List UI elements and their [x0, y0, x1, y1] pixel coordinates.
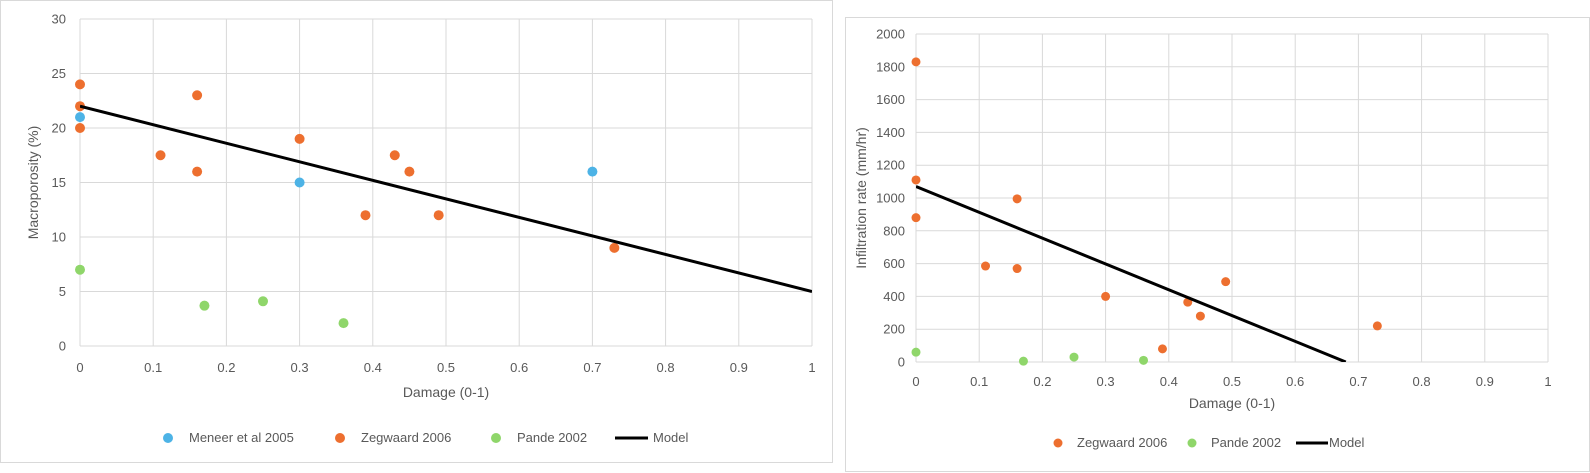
data-point-zegwaard-2006	[911, 175, 921, 185]
x-tick-label: 0.7	[1349, 374, 1367, 389]
y-tick-label: 800	[883, 223, 905, 238]
data-point-zegwaard-2006	[1012, 194, 1022, 204]
x-tick-label: 0.8	[1413, 374, 1431, 389]
data-point-zegwaard-2006	[981, 261, 991, 271]
y-tick-label: 15	[52, 175, 66, 190]
data-point-pande-2002	[199, 300, 210, 311]
series-line-model	[916, 185, 1347, 362]
x-tick-label: 0.6	[510, 360, 528, 375]
x-tick-label: 0.3	[291, 360, 309, 375]
legend-label-pande-2002: Pande 2002	[1211, 435, 1281, 450]
data-point-zegwaard-2006	[609, 242, 620, 253]
data-point-zegwaard-2006	[294, 133, 305, 144]
legend-swatch-pande-2002	[491, 433, 501, 443]
data-point-zegwaard-2006	[911, 57, 921, 67]
x-tick-label: 0.1	[144, 360, 162, 375]
data-point-zegwaard-2006	[404, 166, 415, 177]
y-tick-label: 1200	[876, 158, 905, 173]
legend-label-zegwaard-2006: Zegwaard 2006	[1077, 435, 1167, 450]
y-axis-title: Macroporosity (%)	[25, 126, 41, 240]
y-tick-label: 1000	[876, 191, 905, 206]
x-tick-label: 0	[912, 374, 919, 389]
data-point-zegwaard-2006	[75, 79, 85, 90]
data-point-zegwaard-2006	[911, 213, 921, 223]
data-point-zegwaard-2006	[192, 166, 203, 177]
data-point-meneer-et-al-2005	[587, 166, 598, 177]
legend-swatch-meneer-et-al-2005	[163, 433, 173, 443]
x-tick-label: 0.8	[657, 360, 675, 375]
x-tick-label: 0.4	[364, 360, 382, 375]
data-point-zegwaard-2006	[192, 90, 203, 101]
data-point-zegwaard-2006	[1372, 321, 1382, 331]
y-tick-label: 30	[52, 12, 66, 27]
x-tick-label: 0.2	[1033, 374, 1051, 389]
data-point-pande-2002	[1018, 356, 1028, 366]
x-tick-label: 0.2	[217, 360, 235, 375]
chart-1-panel	[0, 0, 833, 463]
x-tick-label: 0.1	[970, 374, 988, 389]
y-axis-title: Infiltration rate (mm/hr)	[853, 127, 869, 269]
x-tick-label: 0.9	[1476, 374, 1494, 389]
legend-label-model: Model	[1329, 435, 1365, 450]
legend-swatch-zegwaard-2006	[335, 433, 345, 443]
chart-1: 0 0.1 0.2 0.3 0.4 0.5 0.6 0.7 0.8 0.9 105101520253…	[25, 12, 816, 446]
data-point-zegwaard-2006	[1101, 291, 1111, 301]
legend-label-model: Model	[653, 430, 689, 445]
data-point-pande-2002	[1069, 352, 1079, 362]
series-line-model	[80, 104, 812, 293]
x-tick-label: 0.7	[583, 360, 601, 375]
data-point-zegwaard-2006	[1195, 311, 1205, 321]
x-axis-title: Damage (0-1)	[403, 384, 489, 400]
y-tick-label: 10	[52, 230, 66, 245]
data-point-pande-2002	[911, 347, 921, 357]
y-tick-label: 400	[883, 289, 905, 304]
chart-2-panel	[845, 17, 1590, 472]
y-tick-label: 1800	[876, 59, 905, 74]
y-tick-label: 1400	[876, 125, 905, 140]
legend-swatch-pande-2002	[1187, 438, 1197, 448]
x-tick-label: 0.6	[1286, 374, 1304, 389]
data-point-zegwaard-2006	[433, 210, 444, 221]
chart-2: 0 0.1 0.2 0.3 0.4 0.5 0.6 0.7 0.8 0.9 1 0 200 400 600 8…	[853, 27, 1552, 451]
data-point-zegwaard-2006	[75, 123, 85, 133]
legend-label-pande-2002: Pande 2002	[517, 430, 587, 445]
data-point-zegwaard-2006	[389, 150, 400, 161]
y-tick-label: 1600	[876, 92, 905, 107]
y-tick-label: 0	[898, 355, 905, 370]
x-tick-label: 0.3	[1097, 374, 1115, 389]
x-tick-label: 1	[1544, 374, 1551, 389]
data-point-zegwaard-2006	[1012, 264, 1022, 274]
x-tick-label: 0.5	[437, 360, 455, 375]
data-point-pande-2002	[1139, 355, 1149, 365]
data-point-pande-2002	[258, 296, 268, 307]
data-point-zegwaard-2006	[360, 210, 371, 221]
data-point-meneer-et-al-2005	[75, 112, 85, 123]
x-tick-label: 0	[76, 360, 83, 375]
data-point-pande-2002	[338, 318, 349, 329]
y-tick-label: 5	[59, 284, 66, 299]
legend-swatch-zegwaard-2006	[1053, 438, 1063, 448]
x-tick-label: 1	[808, 360, 815, 375]
y-tick-label: 20	[52, 121, 66, 136]
charts-layer: 0 0.1 0.2 0.3 0.4 0.5 0.6 0.7 0.8 0.9 105101520253…	[25, 12, 1552, 451]
x-tick-label: 0.4	[1160, 374, 1178, 389]
data-point-zegwaard-2006	[155, 150, 166, 161]
y-tick-label: 2000	[876, 27, 905, 42]
x-tick-label: 0.9	[730, 360, 748, 375]
y-tick-label: 600	[883, 256, 905, 271]
data-point-pande-2002	[75, 264, 85, 275]
y-tick-label: 200	[883, 322, 905, 337]
legend-label-zegwaard-2006: Zegwaard 2006	[361, 430, 451, 445]
data-point-meneer-et-al-2005	[294, 177, 305, 188]
data-point-zegwaard-2006	[1157, 344, 1167, 354]
y-tick-label: 0	[59, 339, 66, 354]
y-tick-label: 25	[52, 66, 66, 81]
legend-label-meneer-et-al-2005: Meneer et al 2005	[189, 430, 294, 445]
x-tick-label: 0.5	[1223, 374, 1241, 389]
x-axis-title: Damage (0-1)	[1189, 395, 1275, 411]
data-point-zegwaard-2006	[1221, 277, 1231, 287]
